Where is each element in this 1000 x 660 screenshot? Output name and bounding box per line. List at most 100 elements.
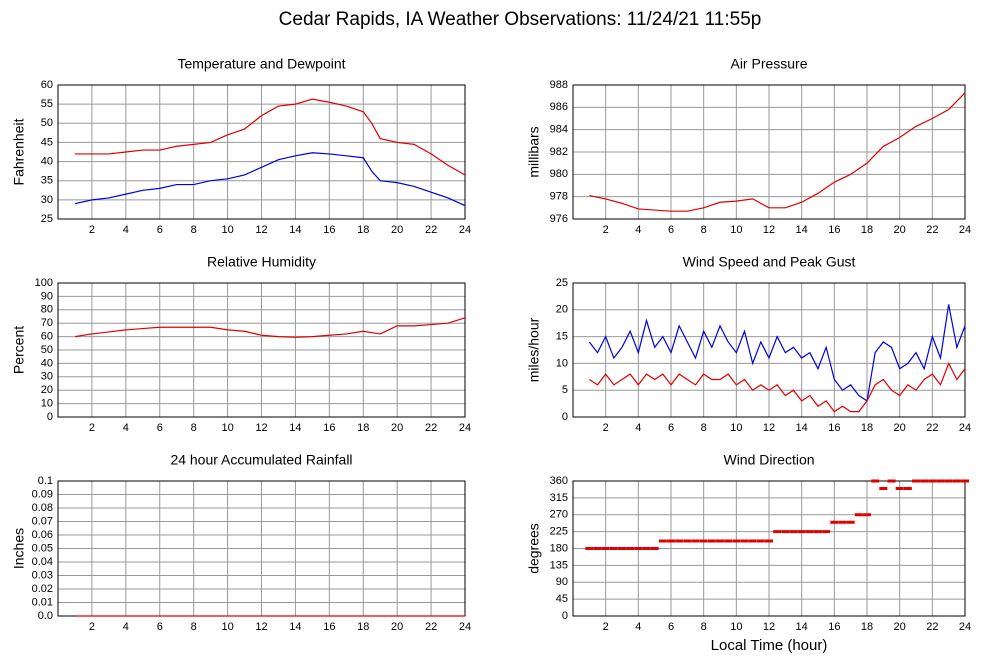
data-point bbox=[830, 520, 839, 524]
x-tick-label: 16 bbox=[828, 422, 840, 434]
x-tick-label: 2 bbox=[603, 621, 609, 633]
y-tick-label: 70 bbox=[41, 317, 53, 329]
y-tick-label: 20 bbox=[556, 304, 568, 316]
data-point bbox=[765, 539, 773, 543]
y-tick-label: 0.05 bbox=[32, 542, 53, 554]
y-tick-label: 15 bbox=[556, 331, 568, 343]
x-tick-label: 4 bbox=[123, 224, 129, 236]
x-tick-label: 8 bbox=[701, 621, 707, 633]
data-point bbox=[879, 487, 888, 490]
data-point bbox=[838, 520, 847, 524]
x-tick-label: 18 bbox=[861, 422, 873, 434]
data-point bbox=[634, 547, 643, 550]
data-point bbox=[748, 539, 757, 543]
y-tick-label: 40 bbox=[41, 357, 53, 369]
x-tick-label: 24 bbox=[459, 224, 471, 236]
data-point bbox=[887, 479, 896, 483]
x-tick-label: 14 bbox=[289, 224, 301, 236]
y-tick-label: 55 bbox=[41, 98, 53, 110]
x-tick-label: 10 bbox=[730, 224, 742, 236]
x-tick-label: 12 bbox=[763, 224, 775, 236]
y-tick-label: 980 bbox=[550, 168, 568, 180]
x-tick-label: 18 bbox=[861, 224, 873, 236]
data-point bbox=[952, 479, 961, 483]
x-tick-label: 14 bbox=[796, 621, 808, 633]
x-tick-label: 20 bbox=[391, 422, 403, 434]
y-axis-label: miles/hour bbox=[526, 317, 542, 382]
x-tick-label: 20 bbox=[894, 422, 906, 434]
x-tick-label: 14 bbox=[289, 621, 301, 633]
y-tick-label: 0 bbox=[562, 411, 568, 423]
data-line bbox=[589, 361, 966, 413]
y-tick-label: 30 bbox=[41, 371, 53, 383]
y-tick-label: 0.04 bbox=[32, 556, 53, 568]
chart-title: Wind Direction bbox=[723, 452, 814, 468]
y-tick-label: 50 bbox=[41, 117, 53, 129]
y-tick-label: 270 bbox=[550, 509, 568, 521]
x-tick-label: 16 bbox=[323, 422, 335, 434]
data-point bbox=[863, 513, 871, 517]
x-tick-label: 6 bbox=[157, 621, 163, 633]
y-tick-label: 0.1 bbox=[38, 475, 53, 487]
data-point bbox=[593, 547, 602, 550]
y-tick-label: 0.08 bbox=[32, 502, 53, 514]
y-tick-label: 25 bbox=[556, 277, 568, 289]
data-point bbox=[822, 530, 831, 534]
y-tick-label: 0.03 bbox=[32, 569, 53, 581]
y-tick-label: 90 bbox=[556, 576, 568, 588]
data-point bbox=[781, 530, 790, 534]
data-point bbox=[699, 539, 708, 543]
x-tick-label: 14 bbox=[289, 422, 301, 434]
y-tick-label: 100 bbox=[35, 277, 53, 289]
y-tick-label: 0.0 bbox=[38, 610, 53, 622]
data-point bbox=[732, 539, 741, 543]
x-tick-label: 4 bbox=[635, 422, 641, 434]
data-point bbox=[944, 479, 953, 483]
plot-frame bbox=[572, 480, 966, 617]
x-tick-label: 24 bbox=[959, 422, 971, 434]
x-tick-label: 10 bbox=[221, 224, 233, 236]
data-point bbox=[658, 539, 667, 543]
data-point bbox=[961, 479, 969, 483]
y-tick-label: 60 bbox=[41, 79, 53, 91]
data-point bbox=[903, 487, 912, 490]
data-point bbox=[585, 547, 594, 550]
y-tick-label: 60 bbox=[41, 331, 53, 343]
y-tick-label: 0 bbox=[562, 610, 568, 622]
chart-title: Wind Speed and Peak Gust bbox=[683, 254, 856, 270]
x-tick-label: 8 bbox=[191, 621, 197, 633]
x-tick-label: 10 bbox=[221, 422, 233, 434]
data-point bbox=[618, 547, 626, 550]
data-line bbox=[588, 304, 966, 402]
x-tick-label: 22 bbox=[926, 621, 938, 633]
x-tick-label: 6 bbox=[668, 224, 674, 236]
y-tick-label: 0.07 bbox=[32, 515, 53, 527]
y-tick-label: 50 bbox=[41, 344, 53, 356]
data-point bbox=[691, 539, 700, 543]
data-point bbox=[814, 530, 822, 534]
x-tick-label: 2 bbox=[603, 422, 609, 434]
chart-title: Air Pressure bbox=[730, 56, 807, 72]
x-tick-label: 22 bbox=[926, 422, 938, 434]
x-tick-label: 20 bbox=[894, 621, 906, 633]
y-tick-label: 35 bbox=[41, 175, 53, 187]
data-point bbox=[912, 479, 920, 483]
y-axis-label: Inches bbox=[11, 528, 27, 569]
data-point bbox=[920, 479, 929, 483]
y-tick-label: 0.02 bbox=[32, 583, 53, 595]
data-line bbox=[74, 317, 466, 338]
data-point bbox=[773, 530, 782, 534]
data-line bbox=[74, 152, 466, 207]
y-tick-label: 976 bbox=[550, 213, 568, 225]
y-tick-label: 225 bbox=[550, 526, 568, 538]
y-tick-label: 45 bbox=[41, 136, 53, 148]
y-axis-label: Fahrenheit bbox=[11, 118, 27, 185]
data-point bbox=[707, 539, 716, 543]
x-tick-label: 24 bbox=[959, 621, 971, 633]
data-point bbox=[650, 547, 659, 550]
y-tick-label: 40 bbox=[41, 155, 53, 167]
y-tick-label: 984 bbox=[550, 124, 568, 136]
data-line bbox=[589, 92, 966, 212]
x-tick-label: 2 bbox=[603, 224, 609, 236]
